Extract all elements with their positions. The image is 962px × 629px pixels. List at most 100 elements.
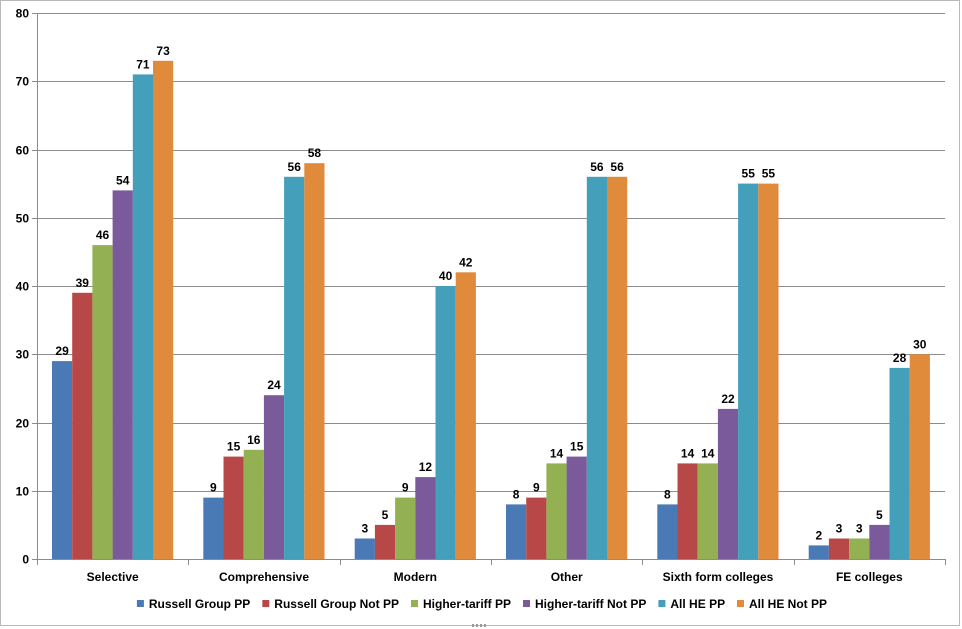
data-label: 54: [116, 173, 130, 187]
legend-label: Russell Group Not PP: [274, 597, 399, 611]
data-label: 71: [136, 57, 150, 71]
bar-russell-group-not-pp-sixth-form-colleges: [678, 463, 698, 559]
bar-higher-tariff-pp-fe-colleges: [849, 539, 869, 560]
y-tick-label: 60: [16, 144, 30, 158]
bar-all-he-not-pp-fe-colleges: [910, 354, 930, 559]
legend-label: Russell Group PP: [149, 597, 250, 611]
data-label: 9: [533, 481, 540, 495]
data-label: 12: [419, 460, 433, 474]
bar-higher-tariff-not-pp-other: [567, 457, 587, 559]
data-label: 15: [227, 440, 241, 454]
data-label: 14: [701, 446, 715, 460]
data-label: 15: [570, 440, 584, 454]
bar-russell-group-pp-sixth-form-colleges: [657, 504, 677, 559]
legend-label: All HE Not PP: [749, 597, 827, 611]
bar-higher-tariff-not-pp-fe-colleges: [869, 525, 889, 559]
data-label: 2: [815, 528, 822, 542]
data-label: 14: [550, 446, 564, 460]
legend-swatch: [737, 600, 744, 607]
bar-russell-group-not-pp-modern: [375, 525, 395, 559]
bar-russell-group-not-pp-comprehensive: [224, 457, 244, 559]
data-label: 56: [288, 160, 302, 174]
y-tick-label: 40: [16, 280, 30, 294]
legend-label: Higher-tariff PP: [423, 597, 511, 611]
data-label: 24: [267, 378, 281, 392]
bar-all-he-not-pp-selective: [153, 61, 173, 559]
legend-swatch: [262, 600, 269, 607]
data-label: 14: [681, 446, 695, 460]
bar-higher-tariff-not-pp-comprehensive: [264, 395, 284, 559]
x-category-label: Other: [551, 570, 583, 584]
legend-label: All HE PP: [670, 597, 725, 611]
bar-all-he-pp-other: [587, 177, 607, 559]
data-label: 42: [459, 255, 473, 269]
data-label: 8: [513, 487, 520, 501]
bar-russell-group-pp-selective: [52, 361, 72, 559]
data-label: 29: [55, 344, 69, 358]
data-label: 5: [876, 508, 883, 522]
y-tick-label: 30: [16, 348, 30, 362]
data-label: 55: [742, 167, 756, 181]
data-label: 9: [210, 481, 217, 495]
data-label: 3: [836, 522, 843, 536]
y-tick-label: 50: [16, 212, 30, 226]
data-label: 39: [76, 276, 90, 290]
bar-higher-tariff-not-pp-sixth-form-colleges: [718, 409, 738, 559]
bar-higher-tariff-pp-other: [546, 463, 566, 559]
bar-russell-group-pp-comprehensive: [203, 498, 223, 559]
bar-all-he-pp-fe-colleges: [890, 368, 910, 559]
bar-all-he-pp-selective: [133, 74, 153, 559]
bar-higher-tariff-pp-comprehensive: [244, 450, 264, 559]
data-label: 16: [247, 433, 261, 447]
chart-frame: 29 39 46 54 71 73 9 15 16 24 56 58 3 5 9 12 40 42 8 9 14 15 56…: [0, 0, 960, 626]
legend-swatch: [411, 600, 418, 607]
legend-label: Higher-tariff Not PP: [535, 597, 646, 611]
legend-swatch: [137, 600, 144, 607]
resize-grip[interactable]: [472, 624, 488, 627]
data-label: 46: [96, 228, 110, 242]
legend-swatch: [658, 600, 665, 607]
bar-russell-group-pp-modern: [355, 539, 375, 560]
bar-all-he-not-pp-sixth-form-colleges: [758, 184, 778, 559]
y-tick-label: 0: [22, 553, 29, 567]
y-tick-label: 10: [16, 485, 30, 499]
bar-higher-tariff-pp-modern: [395, 498, 415, 559]
bar-russell-group-not-pp-selective: [72, 293, 92, 559]
data-label: 56: [590, 160, 604, 174]
legend: Russell Group PP Russell Group Not PP High…: [137, 597, 827, 611]
data-label: 30: [913, 337, 927, 351]
data-label: 55: [762, 167, 776, 181]
data-label: 58: [308, 146, 322, 160]
bar-russell-group-not-pp-other: [526, 498, 546, 559]
data-label: 3: [361, 522, 368, 536]
bar-russell-group-not-pp-fe-colleges: [829, 539, 849, 560]
x-category-label: Selective: [87, 570, 139, 584]
bar-russell-group-pp-fe-colleges: [809, 545, 829, 559]
data-label: 9: [402, 481, 409, 495]
y-tick-label: 20: [16, 417, 30, 431]
legend-swatch: [523, 600, 530, 607]
bar-higher-tariff-not-pp-selective: [113, 190, 133, 559]
data-label: 3: [856, 522, 863, 536]
data-label: 8: [664, 487, 671, 501]
data-label: 56: [610, 160, 624, 174]
bar-all-he-pp-sixth-form-colleges: [738, 184, 758, 559]
data-label: 73: [156, 44, 170, 58]
bar-chart: 293946547173915 162456583591240428 914 1556…: [1, 1, 962, 629]
bar-all-he-pp-comprehensive: [284, 177, 304, 559]
data-label: 40: [439, 269, 453, 283]
y-tick-label: 70: [16, 75, 30, 89]
bar-higher-tariff-not-pp-modern: [415, 477, 435, 559]
bar-all-he-not-pp-other: [607, 177, 627, 559]
x-category-label: Modern: [394, 570, 437, 584]
bar-higher-tariff-pp-selective: [92, 245, 112, 559]
y-tick-label: 80: [16, 7, 30, 21]
x-category-label: FE colleges: [836, 570, 903, 584]
bar-higher-tariff-pp-sixth-form-colleges: [698, 463, 718, 559]
bars: [52, 61, 930, 559]
x-category-label: Comprehensive: [219, 570, 309, 584]
data-label: 22: [721, 392, 735, 406]
data-label: 5: [382, 508, 389, 522]
bar-russell-group-pp-other: [506, 504, 526, 559]
